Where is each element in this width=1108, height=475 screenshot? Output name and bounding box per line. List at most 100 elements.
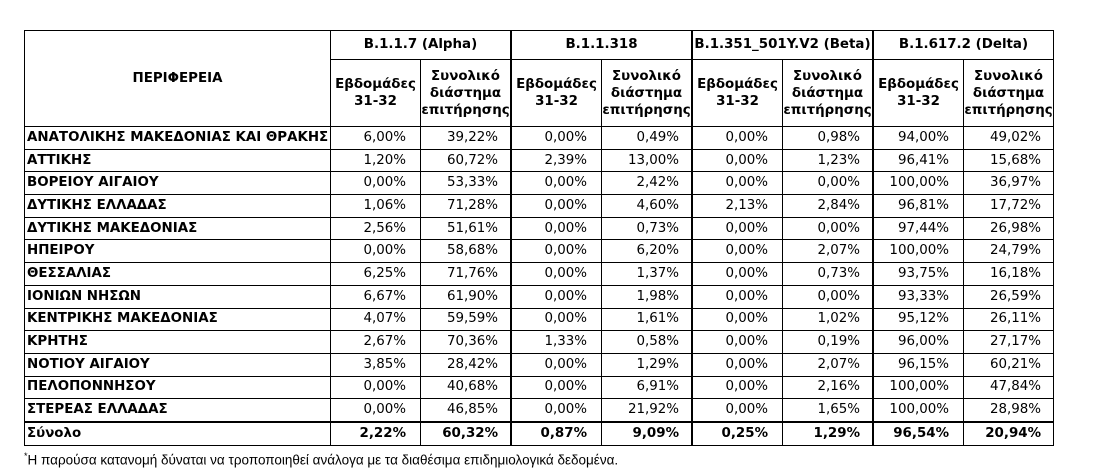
value-cell: 6,67% — [330, 284, 421, 309]
total-value: 2,22% — [330, 420, 421, 446]
region-name: ΙΟΝΙΩΝ ΝΗΣΩΝ — [24, 284, 331, 309]
value-cell: 0,00% — [330, 398, 421, 423]
table-body: ΑΝΑΤΟΛΙΚΗΣ ΜΑΚΕΔΟΝΙΑΣ ΚΑΙ ΘΡΑΚΗΣ 6,00% 3… — [24, 126, 1054, 446]
value-cell: 49,02% — [963, 126, 1054, 150]
value-cell: 28,42% — [420, 352, 512, 377]
value-cell: 0,00% — [782, 284, 874, 309]
value-cell: 0,49% — [601, 126, 693, 150]
table-row: ΗΠΕΙΡΟΥ 0,00% 58,68% 0,00% 6,20% 0,00% 2… — [24, 239, 1054, 264]
value-cell: 0,00% — [510, 239, 602, 264]
period-header: Συνολικό διάστημα επιτήρησης — [601, 59, 693, 127]
value-cell: 94,00% — [872, 126, 964, 150]
table-row: ΙΟΝΙΩΝ ΝΗΣΩΝ 6,67% 61,90% 0,00% 1,98% 0,… — [24, 284, 1054, 309]
region-name: ΗΠΕΙΡΟΥ — [24, 239, 331, 264]
value-cell: 96,81% — [872, 194, 964, 218]
value-cell: 2,56% — [330, 216, 421, 241]
value-cell: 71,28% — [420, 194, 512, 218]
table-row: ΒΟΡΕΙΟΥ ΑΙΓΑΙΟΥ 0,00% 53,33% 0,00% 2,42%… — [24, 171, 1054, 196]
value-cell: 40,68% — [420, 375, 512, 400]
region-name: ΣΤΕΡΕΑΣ ΕΛΛΑΔΑΣ — [24, 398, 331, 423]
table-row: ΠΕΛΟΠΟΝΝΗΣΟΥ 0,00% 40,68% 0,00% 6,91% 0,… — [24, 375, 1054, 400]
value-cell: 2,07% — [782, 352, 874, 377]
variant-header-beta: B.1.351_501Y.V2 (Beta) — [691, 30, 874, 60]
region-name: ΠΕΛΟΠΟΝΝΗΣΟΥ — [24, 375, 331, 400]
value-cell: 0,00% — [691, 307, 783, 332]
period-header: Συνολικό διάστημα επιτήρησης — [420, 59, 512, 127]
value-cell: 0,00% — [510, 126, 602, 150]
value-cell: 2,16% — [782, 375, 874, 400]
week-header: Εβδομάδες 31-32 — [510, 59, 602, 127]
value-cell: 26,59% — [963, 284, 1054, 309]
value-cell: 0,00% — [510, 171, 602, 196]
value-cell: 26,11% — [963, 307, 1054, 332]
value-cell: 1,98% — [601, 284, 693, 309]
value-cell: 96,41% — [872, 148, 964, 173]
period-header-row: Εβδομάδες 31-32 Συνολικό διάστημα επιτήρ… — [25, 59, 1054, 127]
value-cell: 0,58% — [601, 330, 693, 354]
value-cell: 0,98% — [782, 126, 874, 150]
value-cell: 2,07% — [782, 239, 874, 264]
variant-header-b11318: B.1.1.318 — [510, 30, 693, 60]
value-cell: 0,00% — [691, 148, 783, 173]
value-cell: 6,00% — [330, 126, 421, 150]
value-cell: 1,20% — [330, 148, 421, 173]
variants-by-region-table: ΠΕΡΙΦΕΡΕΙΑ B.1.1.7 (Alpha) B.1.1.318 B.1… — [24, 30, 1054, 446]
value-cell: 0,73% — [601, 216, 693, 241]
region-name: ΚΕΝΤΡΙΚΗΣ ΜΑΚΕΔΟΝΙΑΣ — [24, 307, 331, 332]
value-cell: 0,00% — [691, 375, 783, 400]
value-cell: 27,17% — [963, 330, 1054, 354]
region-name: ΑΝΑΤΟΛΙΚΗΣ ΜΑΚΕΔΟΝΙΑΣ ΚΑΙ ΘΡΑΚΗΣ — [24, 126, 331, 150]
footnote: *Η παρούσα κατανομή δύναται να τροποποιη… — [24, 451, 618, 468]
value-cell: 0,00% — [782, 216, 874, 241]
value-cell: 93,75% — [872, 262, 964, 286]
value-cell: 100,00% — [872, 171, 964, 196]
value-cell: 58,68% — [420, 239, 512, 264]
value-cell: 53,33% — [420, 171, 512, 196]
value-cell: 59,59% — [420, 307, 512, 332]
value-cell: 0,00% — [510, 216, 602, 241]
value-cell: 4,07% — [330, 307, 421, 332]
value-cell: 0,00% — [691, 398, 783, 423]
value-cell: 0,00% — [510, 398, 602, 423]
week-header: Εβδομάδες 31-32 — [330, 59, 421, 127]
value-cell: 0,00% — [691, 352, 783, 377]
value-cell: 60,72% — [420, 148, 512, 173]
value-cell: 61,90% — [420, 284, 512, 309]
value-cell: 0,00% — [691, 284, 783, 309]
value-cell: 0,00% — [691, 239, 783, 264]
value-cell: 36,97% — [963, 171, 1054, 196]
total-value: 96,54% — [872, 420, 964, 446]
total-label: Σύνολο — [24, 420, 331, 446]
value-cell: 24,79% — [963, 239, 1054, 264]
value-cell: 0,00% — [330, 171, 421, 196]
region-name: ΘΕΣΣΑΛΙΑΣ — [24, 262, 331, 286]
value-cell: 100,00% — [872, 375, 964, 400]
value-cell: 0,00% — [782, 171, 874, 196]
value-cell: 0,00% — [510, 262, 602, 286]
value-cell: 0,00% — [510, 284, 602, 309]
value-cell: 1,06% — [330, 194, 421, 218]
value-cell: 1,02% — [782, 307, 874, 332]
value-cell: 46,85% — [420, 398, 512, 423]
total-value: 60,32% — [420, 420, 512, 446]
value-cell: 96,15% — [872, 352, 964, 377]
total-row: Σύνολο 2,22% 60,32% 0,87% 9,09% 0,25% 1,… — [24, 420, 1054, 446]
region-name: ΔΥΤΙΚΗΣ ΜΑΚΕΔΟΝΙΑΣ — [24, 216, 331, 241]
period-header: Συνολικό διάστημα επιτήρησης — [782, 59, 874, 127]
value-cell: 0,19% — [782, 330, 874, 354]
value-cell: 95,12% — [872, 307, 964, 332]
value-cell: 1,33% — [510, 330, 602, 354]
period-header: Συνολικό διάστημα επιτήρησης — [963, 59, 1054, 127]
table-row: ΚΡΗΤΗΣ 2,67% 70,36% 1,33% 0,58% 0,00% 0,… — [24, 330, 1054, 354]
value-cell: 26,98% — [963, 216, 1054, 241]
value-cell: 97,44% — [872, 216, 964, 241]
value-cell: 1,61% — [601, 307, 693, 332]
variant-header-row: ΠΕΡΙΦΕΡΕΙΑ B.1.1.7 (Alpha) B.1.1.318 B.1… — [24, 30, 1054, 127]
value-cell: 28,98% — [963, 398, 1054, 423]
value-cell: 1,65% — [782, 398, 874, 423]
table-row: ΣΤΕΡΕΑΣ ΕΛΛΑΔΑΣ 0,00% 46,85% 0,00% 21,92… — [24, 398, 1054, 423]
table-row: ΝΟΤΙΟΥ ΑΙΓΑΙΟΥ 3,85% 28,42% 0,00% 1,29% … — [24, 352, 1054, 377]
table-row: ΑΝΑΤΟΛΙΚΗΣ ΜΑΚΕΔΟΝΙΑΣ ΚΑΙ ΘΡΑΚΗΣ 6,00% 3… — [24, 126, 1054, 150]
table-row: ΔΥΤΙΚΗΣ ΜΑΚΕΔΟΝΙΑΣ 2,56% 51,61% 0,00% 0,… — [24, 216, 1054, 241]
total-value: 20,94% — [963, 420, 1054, 446]
